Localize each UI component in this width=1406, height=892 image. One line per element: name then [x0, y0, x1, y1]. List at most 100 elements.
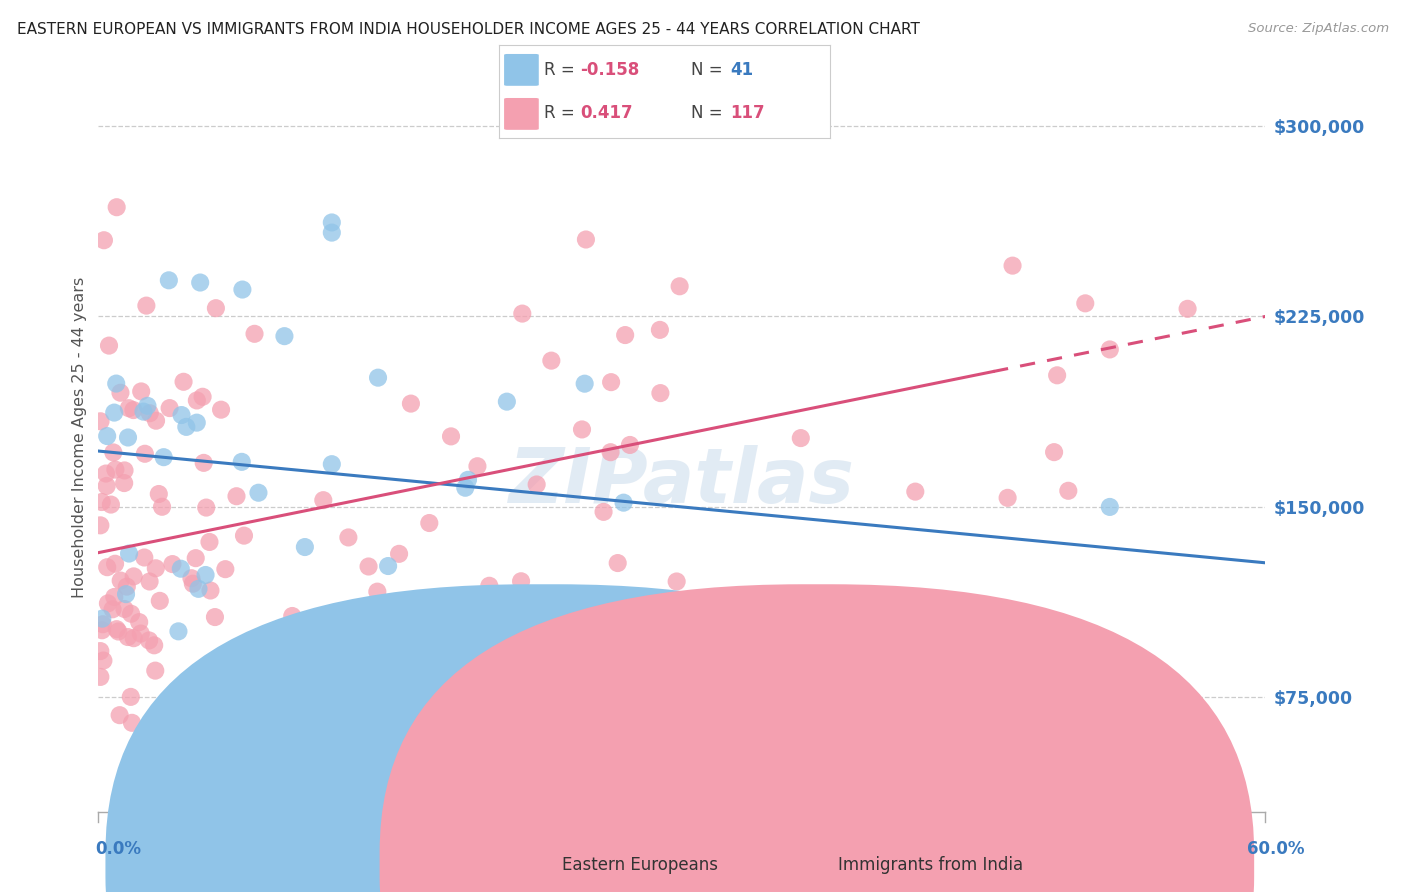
Point — [486, 687, 509, 701]
Point — [100, 498, 122, 512]
Point — [225, 489, 247, 503]
Point — [104, 557, 127, 571]
Point — [150, 500, 173, 514]
Point — [637, 629, 659, 643]
Point — [614, 328, 637, 343]
Point — [90, 495, 112, 509]
Point — [312, 493, 335, 508]
Point — [145, 561, 167, 575]
Point — [294, 540, 316, 554]
Point — [204, 610, 226, 624]
Point — [367, 370, 389, 384]
Text: N =: N = — [690, 104, 728, 122]
Point — [1046, 368, 1069, 383]
Point — [134, 550, 156, 565]
FancyBboxPatch shape — [505, 98, 538, 130]
Point — [231, 455, 253, 469]
Point — [209, 402, 232, 417]
Point — [163, 715, 186, 730]
Point — [214, 562, 236, 576]
Point — [114, 602, 136, 616]
Point — [90, 414, 112, 428]
Point — [510, 307, 533, 321]
Point — [186, 416, 208, 430]
Point — [198, 535, 221, 549]
Point — [149, 594, 172, 608]
Point — [107, 624, 129, 639]
Point — [790, 431, 813, 445]
Point — [93, 233, 115, 247]
Point — [110, 385, 132, 400]
Point — [112, 476, 135, 491]
Point — [152, 450, 174, 465]
Point — [377, 559, 399, 574]
Point — [1177, 301, 1199, 316]
Point — [478, 579, 501, 593]
Point — [115, 587, 138, 601]
Point — [606, 556, 628, 570]
Point — [321, 670, 343, 684]
Point — [89, 644, 111, 658]
Point — [122, 631, 145, 645]
Point — [138, 574, 160, 589]
Point — [134, 447, 156, 461]
Point — [110, 574, 132, 588]
Point — [105, 622, 128, 636]
Point — [510, 574, 533, 589]
Point — [120, 690, 142, 704]
Point — [96, 560, 118, 574]
Point — [257, 626, 280, 640]
Point — [98, 338, 121, 352]
Point — [281, 609, 304, 624]
FancyBboxPatch shape — [505, 54, 538, 86]
Point — [105, 376, 128, 391]
Point — [187, 582, 209, 596]
Point — [115, 580, 138, 594]
Point — [180, 571, 202, 585]
Text: 0.417: 0.417 — [581, 104, 633, 122]
Point — [200, 583, 222, 598]
Point — [176, 420, 198, 434]
Point — [1098, 500, 1121, 514]
Point — [143, 664, 166, 678]
Point — [129, 626, 152, 640]
Text: 117: 117 — [731, 104, 765, 122]
Text: 41: 41 — [731, 61, 754, 78]
Point — [89, 670, 111, 684]
Point — [103, 590, 125, 604]
Point — [145, 414, 167, 428]
Point — [162, 557, 184, 571]
Point — [118, 547, 141, 561]
Point — [188, 276, 211, 290]
Point — [104, 462, 127, 476]
Point — [380, 599, 402, 614]
Point — [454, 481, 477, 495]
Point — [128, 615, 150, 629]
Point — [167, 624, 190, 639]
Point — [243, 326, 266, 341]
Y-axis label: Householder Income Ages 25 - 44 years: Householder Income Ages 25 - 44 years — [72, 277, 87, 598]
Point — [827, 678, 849, 692]
Point — [136, 399, 159, 413]
Point — [1043, 445, 1066, 459]
Point — [114, 463, 136, 477]
Point — [170, 698, 193, 712]
Text: Source: ZipAtlas.com: Source: ZipAtlas.com — [1249, 22, 1389, 36]
Point — [613, 496, 636, 510]
Point — [184, 551, 207, 566]
Text: EASTERN EUROPEAN VS IMMIGRANTS FROM INDIA HOUSEHOLDER INCOME AGES 25 - 44 YEARS : EASTERN EUROPEAN VS IMMIGRANTS FROM INDI… — [17, 22, 920, 37]
Point — [321, 226, 343, 240]
Point — [1098, 343, 1121, 357]
Point — [173, 375, 195, 389]
Point — [540, 353, 562, 368]
Point — [195, 500, 218, 515]
Point — [138, 633, 160, 648]
Point — [122, 403, 145, 417]
Point — [619, 438, 641, 452]
Point — [366, 584, 388, 599]
Point — [385, 671, 408, 685]
Point — [91, 624, 114, 638]
Point — [1001, 259, 1024, 273]
Text: N =: N = — [690, 61, 728, 78]
Point — [1074, 296, 1097, 310]
